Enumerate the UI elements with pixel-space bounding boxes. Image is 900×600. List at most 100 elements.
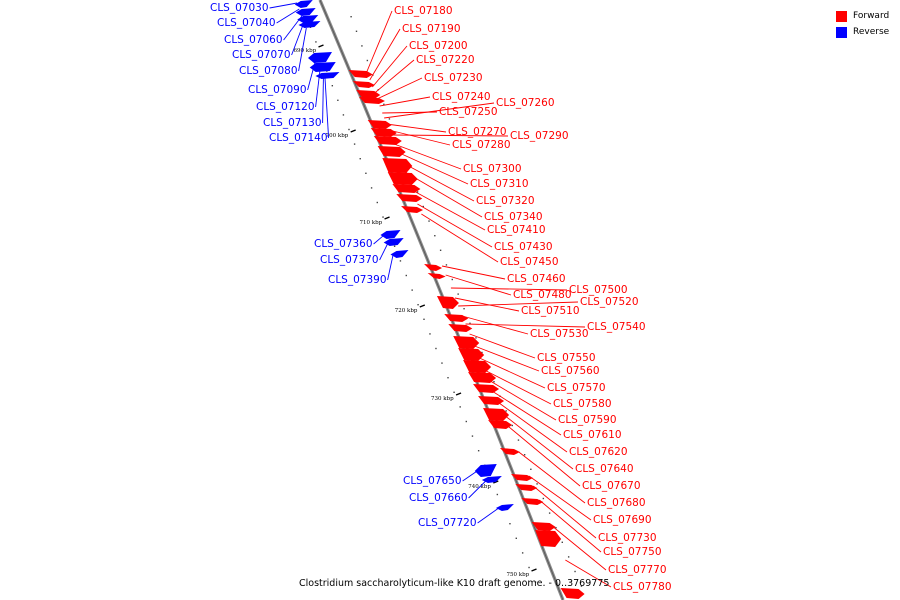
forward-leader-line [411, 189, 486, 231]
scale-dot [435, 347, 437, 350]
forward-gene-arrow [356, 90, 381, 99]
scale-dot [366, 59, 369, 62]
forward-gene-label: CLS_07300 [463, 163, 522, 175]
reverse-leader-line [315, 65, 321, 108]
scale-dot [496, 493, 499, 496]
forward-leader-line [474, 345, 540, 372]
forward-gene-label: CLS_07230 [424, 72, 483, 84]
forward-gene-label: CLS_07200 [409, 40, 468, 52]
forward-gene-arrow [515, 484, 538, 491]
forward-gene-arrow [370, 128, 397, 137]
forward-gene-arrow [478, 396, 505, 405]
reverse-gene-label: CLS_07120 [256, 101, 315, 113]
scale-dot [447, 377, 449, 379]
reverse-leader-line [468, 479, 488, 499]
tick-mark [531, 568, 537, 572]
reverse-gene-arrow [495, 504, 514, 511]
scale-dot [465, 420, 468, 423]
scale-dot [561, 541, 563, 543]
scale-dot [365, 172, 367, 174]
scale-dot [515, 537, 517, 539]
forward-gene-label: CLS_07780 [613, 581, 672, 593]
forward-gene-arrow [535, 530, 562, 547]
forward-gene-label: CLS_07670 [582, 480, 641, 492]
reverse-gene-arrow [295, 8, 316, 16]
scale-dot [388, 118, 391, 120]
forward-leader-line [441, 265, 506, 280]
reverse-gene-arrow [297, 15, 319, 23]
legend-reverse-label: Reverse [853, 27, 890, 37]
forward-leader-line [479, 357, 546, 389]
forward-gene-arrow [387, 172, 418, 185]
reverse-gene-arrow [307, 52, 332, 63]
forward-gene-arrow [392, 184, 421, 193]
scale-dot [429, 333, 431, 335]
scale-dot [517, 439, 520, 441]
forward-gene-label: CLS_07410 [487, 224, 546, 236]
scale-dot [530, 468, 532, 470]
forward-gene-label: CLS_07190 [402, 23, 461, 35]
scale-dot [509, 523, 511, 525]
tick-mark [384, 216, 390, 220]
scale-dot [417, 304, 419, 306]
reverse-gene-arrow [481, 476, 502, 483]
reverse-leader-line [291, 21, 305, 56]
scale-dot [528, 566, 530, 569]
forward-gene-arrow [367, 120, 392, 129]
scale-dot [477, 450, 480, 452]
scale-dot [493, 381, 495, 383]
reverse-leader-line [322, 73, 324, 124]
reverse-leader-line [324, 77, 330, 139]
reverse-leader-line [298, 27, 307, 72]
forward-leader-line [376, 77, 423, 100]
forward-gene-arrow [427, 273, 446, 279]
forward-leader-line [386, 123, 447, 133]
tick-label: 720 kbp [395, 308, 418, 314]
scale-dot [337, 99, 339, 101]
scale-dot [567, 556, 570, 558]
scale-dot [523, 454, 526, 456]
forward-gene-label: CLS_07220 [416, 54, 475, 66]
forward-leader-line [445, 274, 512, 296]
forward-gene-arrow [377, 146, 406, 157]
forward-gene-label: CLS_07320 [476, 195, 535, 207]
scale-dot [521, 552, 524, 554]
reverse-gene-arrow [380, 230, 401, 239]
forward-gene-arrow [424, 264, 443, 271]
reverse-gene-arrow [298, 21, 321, 28]
forward-gene-arrow [499, 448, 520, 455]
forward-gene-arrow [382, 158, 413, 173]
reverse-gene-label: CLS_07140 [269, 132, 328, 144]
reverse-gene-arrow [383, 238, 404, 246]
forward-leader-line [518, 451, 586, 504]
reverse-gene-arrow [474, 464, 497, 477]
forward-leader-line [372, 45, 408, 88]
tick-label: 750 kbp [507, 572, 530, 578]
reverse-leader-line [269, 2, 298, 9]
scale-dot [445, 264, 448, 266]
scale-dot [574, 570, 576, 573]
forward-leader-line [502, 413, 574, 470]
forward-leader-line [488, 379, 557, 421]
forward-gene-label: CLS_07270 [448, 126, 507, 138]
forward-gene-label: CLS_07560 [541, 365, 600, 377]
reverse-gene-arrow [294, 0, 313, 8]
forward-gene-label: CLS_07260 [496, 97, 555, 109]
forward-gene-arrow [521, 498, 544, 505]
forward-leader-line [417, 203, 493, 248]
forward-gene-label: CLS_07640 [575, 463, 634, 475]
reverse-gene-arrow [390, 250, 409, 258]
forward-gene-arrow [560, 588, 585, 599]
forward-gene-label: CLS_07610 [563, 429, 622, 441]
forward-gene-arrow [511, 474, 534, 481]
scale-dot [469, 322, 471, 324]
forward-gene-arrow [463, 360, 492, 373]
forward-gene-label: CLS_07250 [439, 106, 498, 118]
legend: Forward Reverse [836, 8, 900, 40]
forward-gene-label: CLS_07570 [547, 382, 606, 394]
forward-gene-label: CLS_07430 [494, 241, 553, 253]
forward-swatch [836, 10, 847, 22]
forward-leader-line [454, 297, 520, 312]
forward-leader-line [421, 213, 499, 263]
